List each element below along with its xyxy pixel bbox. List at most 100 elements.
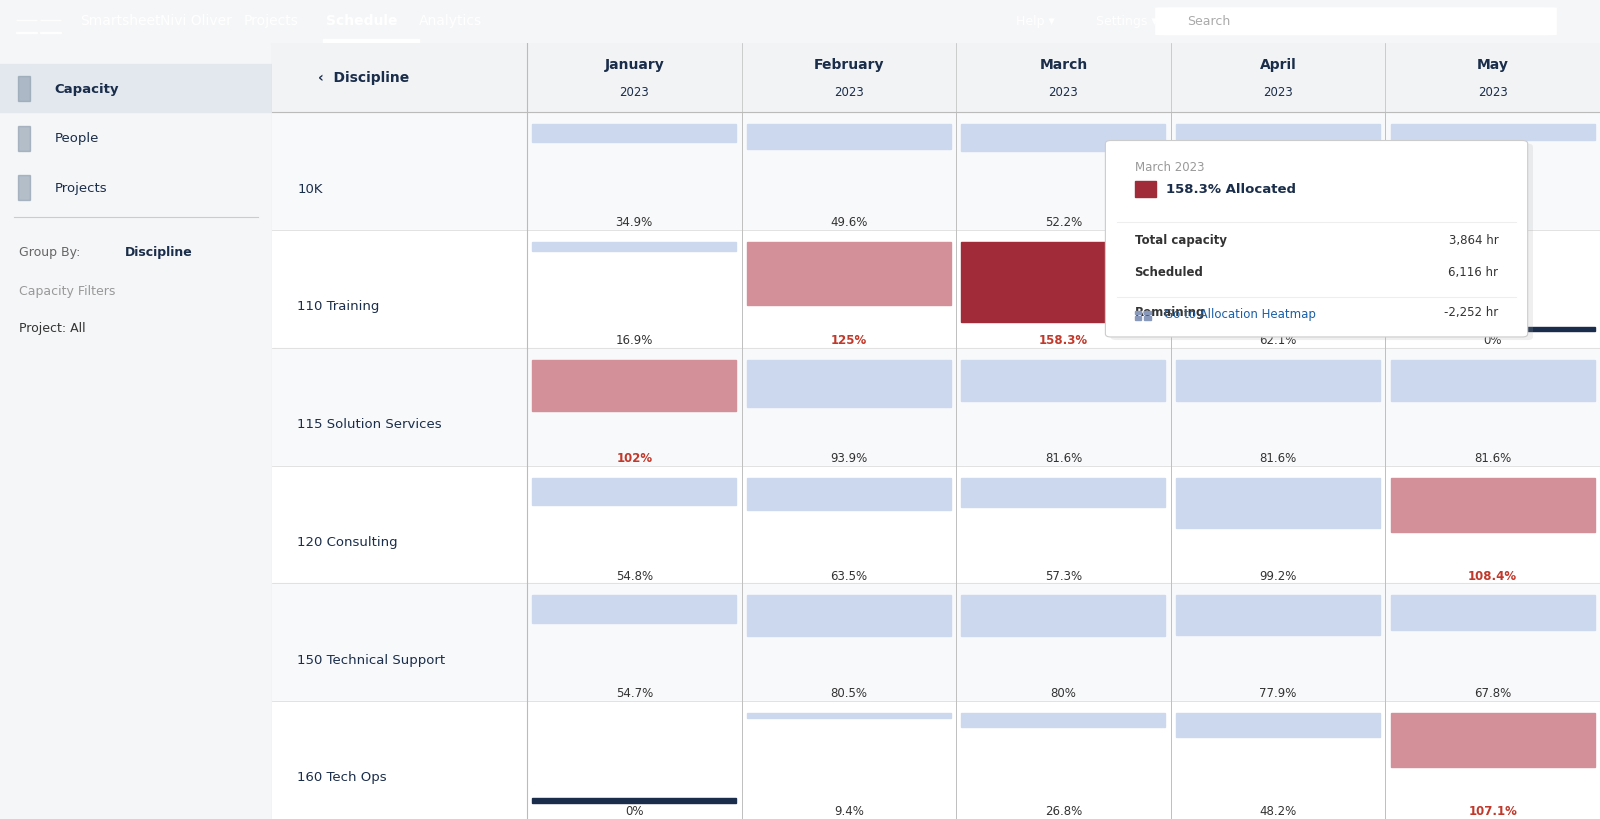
- Bar: [533, 595, 736, 623]
- Bar: [747, 242, 950, 305]
- Text: 34.9%: 34.9%: [616, 216, 653, 229]
- Text: 0%: 0%: [626, 805, 643, 818]
- Bar: [747, 124, 950, 149]
- Bar: [1176, 360, 1381, 401]
- Bar: [1134, 310, 1141, 314]
- Text: Nivi Oliver: Nivi Oliver: [160, 14, 232, 29]
- Bar: [1390, 124, 1595, 140]
- Bar: [0, 65, 272, 112]
- Text: Capacity: Capacity: [54, 83, 118, 96]
- Text: Scheduled: Scheduled: [1134, 266, 1203, 279]
- Text: May: May: [1477, 58, 1509, 72]
- Text: 26.8%: 26.8%: [1045, 805, 1082, 818]
- Bar: [18, 125, 30, 151]
- Bar: [1390, 328, 1595, 332]
- Text: 81.6%: 81.6%: [1045, 452, 1082, 465]
- Text: People: People: [54, 133, 99, 145]
- Text: 125%: 125%: [830, 334, 867, 347]
- Bar: [1144, 316, 1150, 320]
- Bar: [533, 477, 736, 505]
- Bar: [533, 799, 736, 803]
- Bar: [272, 112, 1600, 230]
- Text: Settings ▾: Settings ▾: [1096, 15, 1158, 28]
- Text: 66.2%: 66.2%: [1259, 216, 1296, 229]
- Bar: [962, 713, 1165, 726]
- Bar: [747, 713, 950, 717]
- Bar: [962, 242, 1165, 322]
- Bar: [1176, 477, 1381, 527]
- Bar: [1176, 595, 1381, 635]
- Bar: [1176, 124, 1381, 158]
- Text: 3,864 hr: 3,864 hr: [1448, 234, 1499, 247]
- Text: Capacity Filters: Capacity Filters: [19, 284, 115, 297]
- Text: 62.1%: 62.1%: [1259, 334, 1296, 347]
- FancyBboxPatch shape: [1106, 141, 1528, 337]
- Bar: [18, 175, 30, 200]
- Bar: [747, 477, 950, 509]
- Bar: [962, 595, 1165, 636]
- Bar: [1390, 360, 1595, 401]
- Text: 107.1%: 107.1%: [1469, 805, 1517, 818]
- Text: 110 Training: 110 Training: [298, 301, 379, 313]
- Text: 77.9%: 77.9%: [1259, 687, 1296, 700]
- Text: 115 Solution Services: 115 Solution Services: [298, 418, 442, 431]
- Bar: [747, 360, 950, 407]
- Text: Remaining: Remaining: [1134, 306, 1205, 319]
- Text: 0%: 0%: [1483, 334, 1502, 347]
- Bar: [1176, 242, 1381, 274]
- Text: 160 Tech Ops: 160 Tech Ops: [298, 771, 387, 785]
- Text: 2023: 2023: [1478, 86, 1507, 99]
- Bar: [323, 39, 419, 43]
- Text: Help ▾: Help ▾: [1016, 15, 1054, 28]
- Text: Discipline: Discipline: [125, 246, 194, 259]
- Text: 67.8%: 67.8%: [1474, 687, 1512, 700]
- Bar: [16, 32, 37, 34]
- Text: 2023: 2023: [1264, 86, 1293, 99]
- Bar: [1144, 310, 1150, 314]
- Text: Group By:: Group By:: [19, 246, 85, 259]
- Text: 120 Consulting: 120 Consulting: [298, 536, 398, 549]
- Bar: [962, 477, 1165, 506]
- Bar: [1390, 713, 1595, 767]
- Text: March 2023: March 2023: [1134, 161, 1205, 174]
- Bar: [1390, 595, 1595, 630]
- Bar: [1390, 477, 1595, 532]
- Text: ‹  Discipline: ‹ Discipline: [318, 70, 410, 84]
- Text: Schedule: Schedule: [326, 14, 398, 29]
- Text: 80%: 80%: [1051, 687, 1077, 700]
- Text: Analytics: Analytics: [419, 14, 482, 29]
- Text: 150 Technical Support: 150 Technical Support: [298, 654, 446, 667]
- Bar: [747, 595, 950, 636]
- Text: 54.7%: 54.7%: [616, 687, 653, 700]
- Text: 99.2%: 99.2%: [1259, 569, 1296, 582]
- Text: February: February: [814, 58, 885, 72]
- Text: Smartsheet: Smartsheet: [80, 14, 160, 29]
- Text: -2,252 hr: -2,252 hr: [1445, 306, 1499, 319]
- Text: Go to Allocation Heatmap: Go to Allocation Heatmap: [1163, 308, 1315, 321]
- Bar: [272, 701, 1600, 819]
- Bar: [533, 124, 736, 142]
- Text: April: April: [1259, 58, 1296, 72]
- Text: 108.4%: 108.4%: [1469, 569, 1517, 582]
- FancyBboxPatch shape: [1110, 143, 1533, 340]
- Bar: [272, 43, 1600, 112]
- Bar: [272, 348, 1600, 466]
- Bar: [533, 360, 736, 411]
- Text: Total capacity: Total capacity: [1134, 234, 1227, 247]
- Bar: [962, 124, 1165, 151]
- Bar: [272, 583, 1600, 701]
- Text: 102%: 102%: [616, 452, 653, 465]
- Text: 158.3%: 158.3%: [1038, 334, 1088, 347]
- Bar: [272, 466, 1600, 583]
- Text: 2023: 2023: [619, 86, 650, 99]
- FancyBboxPatch shape: [1155, 7, 1557, 35]
- Text: 49.6%: 49.6%: [830, 216, 867, 229]
- Text: Projects: Projects: [54, 182, 107, 195]
- Text: 63.5%: 63.5%: [830, 569, 867, 582]
- Bar: [1176, 713, 1381, 737]
- Text: January: January: [605, 58, 664, 72]
- Text: 93.9%: 93.9%: [830, 452, 867, 465]
- Text: 80.5%: 80.5%: [830, 687, 867, 700]
- Text: Search: Search: [1187, 15, 1230, 28]
- Text: 2023: 2023: [834, 86, 864, 99]
